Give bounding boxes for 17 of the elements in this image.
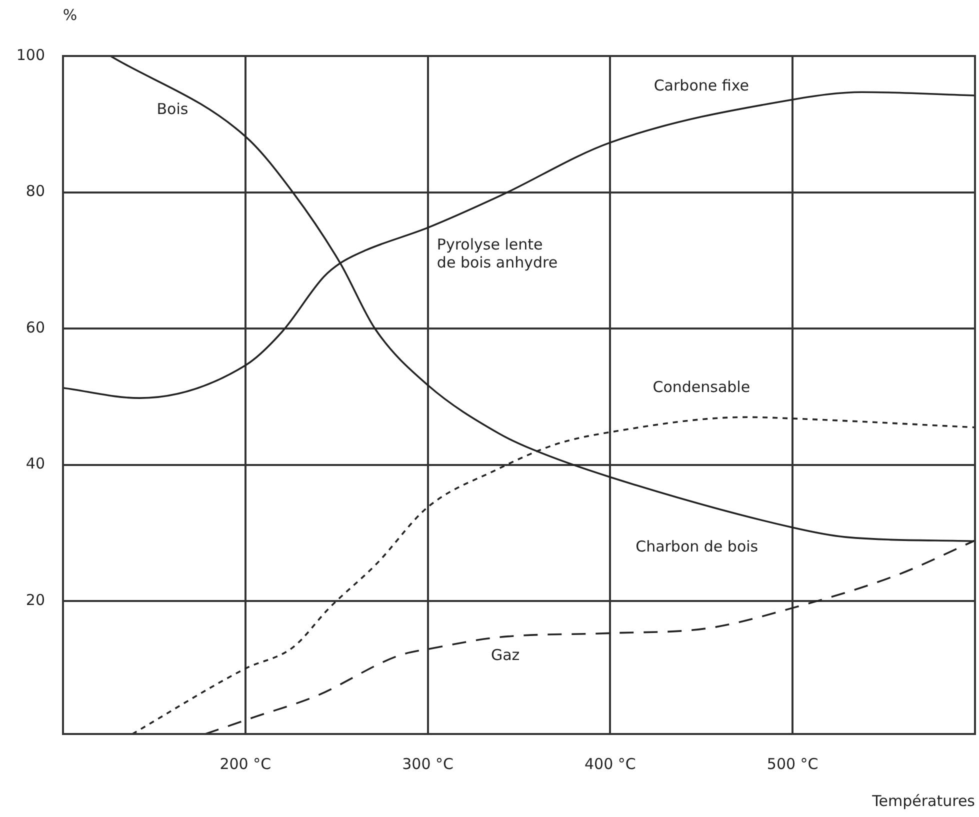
x-tick-label: 400 °C <box>584 754 636 773</box>
x-axis-title: Températures <box>871 792 976 810</box>
annotation: Carbone fixe <box>654 76 749 94</box>
y-axis-title: % <box>62 6 78 24</box>
annotation: Condensable <box>652 378 750 396</box>
x-tick-label: 300 °C <box>402 754 454 773</box>
y-tick-label: 100 <box>16 46 45 64</box>
y-tick-label: 20 <box>26 591 45 610</box>
annotation: Gaz <box>490 646 520 664</box>
y-tick-label: 80 <box>26 182 45 200</box>
y-tick-label: 60 <box>26 318 45 336</box>
x-tick-label: 200 °C <box>220 754 272 773</box>
x-tick-label: 500 °C <box>766 754 818 773</box>
annotation: Bois <box>156 100 188 118</box>
annotation: Charbon de bois <box>636 537 758 556</box>
annotation: Pyrolyse lente de bois anhydre <box>436 236 558 272</box>
y-tick-label: 40 <box>26 454 45 473</box>
